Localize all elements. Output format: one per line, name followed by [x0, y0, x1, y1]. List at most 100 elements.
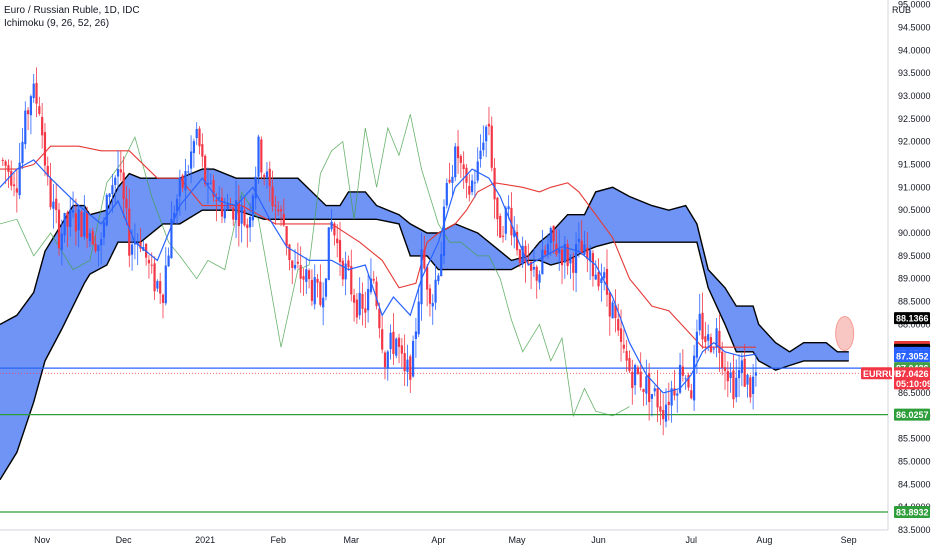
cloud-segment: [665, 209, 670, 243]
candle-body: [29, 96, 33, 116]
candle-body: [619, 328, 623, 342]
candle-body: [291, 260, 294, 268]
cloud-segment: [820, 342, 824, 362]
candle-body: [454, 146, 457, 178]
cloud-segment: [289, 177, 293, 220]
price-label-bg: [894, 350, 930, 363]
cloud-segment: [157, 177, 161, 230]
candle-body: [232, 207, 235, 220]
x-tick-label: Nov: [34, 535, 51, 545]
candle-body: [257, 136, 260, 177]
candle-body: [198, 128, 201, 147]
price-label: 83.8932: [896, 508, 929, 518]
cloud-segment: [286, 177, 290, 220]
symbol-tag-bg: [861, 367, 892, 380]
candle-body: [223, 209, 226, 219]
candle-body: [721, 351, 724, 368]
candle-body: [220, 197, 224, 217]
cloud-segment: [2, 320, 6, 477]
y-tick-label: 85.5000: [898, 434, 931, 444]
candle-body: [591, 253, 595, 277]
candle-body: [693, 355, 696, 401]
cloud-segment: [364, 191, 369, 220]
candle-body: [119, 169, 122, 173]
candle-body: [175, 199, 179, 212]
cloud-segment: [485, 239, 490, 270]
cloud-segment: [741, 305, 746, 353]
cloud-segment: [570, 214, 574, 260]
candle-body: [316, 278, 319, 283]
candle-body: [544, 250, 547, 255]
cloud-segment: [112, 192, 116, 254]
candle-body: [133, 241, 136, 245]
candle-body: [209, 182, 212, 184]
cloud-segment: [328, 205, 332, 220]
cloud-segment: [454, 223, 459, 270]
cloud-segment: [33, 282, 37, 403]
candle-body: [732, 370, 735, 400]
candle-body: [187, 171, 190, 173]
candle-body: [156, 281, 159, 289]
candle-body: [263, 175, 266, 177]
candle-body: [161, 294, 165, 303]
candle-body: [293, 264, 297, 269]
indicator-label[interactable]: Ichimoku (9, 26, 52, 26): [4, 18, 110, 29]
cloud-end-marker: [835, 316, 855, 352]
cloud-segment: [387, 209, 391, 223]
cloud-segment: [159, 177, 164, 227]
y-tick-label: 88.0000: [898, 319, 931, 329]
cloud-segment: [143, 177, 147, 241]
candle-body: [378, 308, 381, 329]
cloud-segment: [592, 191, 597, 249]
conversion-line: [0, 159, 756, 394]
candle-body: [493, 167, 496, 200]
candle-body: [234, 200, 238, 221]
candle-body: [77, 209, 80, 231]
cloud-segment: [775, 342, 779, 371]
y-tick-label: 91.0000: [898, 182, 931, 192]
candle-body: [285, 226, 288, 247]
cloud-segment: [792, 347, 796, 366]
y-tick-label: 89.5000: [898, 251, 931, 261]
candle-body: [327, 227, 330, 280]
cloud-segment: [769, 335, 774, 370]
candle-body: [411, 340, 415, 377]
candle-body: [195, 129, 198, 139]
cloud-segment: [823, 342, 827, 362]
candle-body: [628, 357, 631, 372]
candle-body: [479, 150, 482, 160]
candle-body: [322, 297, 325, 308]
candle-body: [574, 244, 578, 273]
candle-body: [164, 265, 167, 304]
candle-body: [352, 295, 356, 303]
candle-body: [684, 378, 687, 380]
y-tick-label: 93.5000: [898, 68, 931, 78]
candle-body: [206, 182, 210, 186]
candle-body: [21, 141, 24, 164]
cloud-segment: [188, 173, 192, 220]
x-tick-label: Mar: [344, 535, 360, 545]
candle-body: [1, 159, 4, 162]
cloud-segment: [477, 232, 481, 270]
candle-body: [43, 132, 47, 166]
candle-body: [100, 239, 103, 246]
cloud-segment: [409, 223, 414, 257]
cloud-segment: [294, 177, 299, 220]
cloud-segment: [645, 202, 650, 243]
candle-body: [153, 263, 156, 292]
x-tick-label: Apr: [431, 535, 445, 545]
candle-body: [139, 241, 142, 249]
candle-body: [86, 212, 89, 239]
candle-body: [55, 198, 58, 211]
candle-body: [274, 205, 277, 207]
candle-body: [752, 376, 755, 394]
cloud-segment: [837, 351, 841, 362]
y-tick-label: 89.0000: [898, 274, 931, 284]
cloud-segment: [412, 224, 417, 257]
candle-body: [471, 180, 474, 193]
cloud-segment: [168, 177, 172, 225]
candle-body: [583, 244, 586, 255]
y-tick-label: 93.0000: [898, 91, 931, 101]
candle-body: [372, 278, 375, 281]
